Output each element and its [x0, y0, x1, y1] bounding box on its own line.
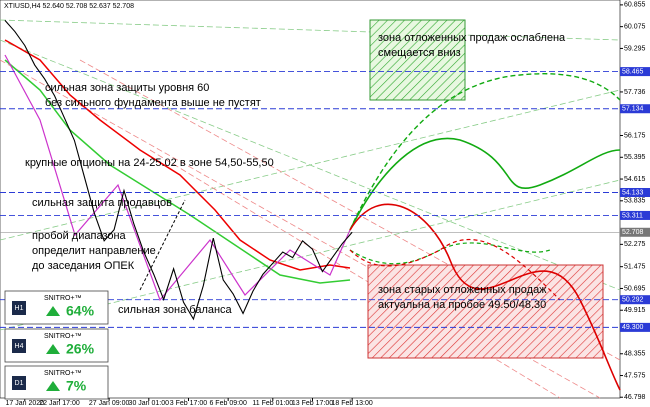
annotation: зона отложенных продаж ослаблена [378, 32, 566, 44]
y-tick-label: 46.798 [624, 394, 646, 401]
x-tick-label: 22 Jan 17:00 [39, 400, 80, 407]
annotation: пробой диапазона [32, 230, 127, 242]
last-price-label: 52.708 [622, 229, 644, 236]
y-tick-label: 50.695 [624, 285, 646, 292]
level-box [620, 295, 650, 305]
level-label: 49.300 [622, 324, 644, 331]
arrow [139, 199, 186, 291]
y-tick-label: 54.615 [624, 176, 646, 183]
forecast-red-2 [349, 238, 561, 301]
y-tick-label: 51.475 [624, 264, 646, 271]
annotation: крупные опционы на 24-25.02 в зоне 54,50… [25, 157, 274, 169]
widget-timeframe: H4 [15, 343, 24, 350]
annotation: зона старых отложенных продаж [378, 284, 547, 296]
x-tick-label: 18 Feb 13:00 [332, 400, 373, 407]
annotation: определит направление [32, 245, 156, 257]
level-box [620, 210, 650, 220]
x-tick-label: 3 Feb 17:00 [170, 400, 207, 407]
forecast-green-2 [349, 73, 621, 231]
level-label: 50.292 [622, 297, 644, 304]
x-tick-label: 27 Jan 09:00 [89, 400, 130, 407]
level-label: 53.311 [622, 212, 643, 219]
y-tick-label: 52.275 [624, 241, 646, 248]
annotation: сильная защита продавцов [32, 197, 172, 209]
x-tick-label: 11 Feb 01:00 [252, 400, 293, 407]
widget-icon [12, 376, 26, 390]
header: XTIUSD,H4 52.640 52.708 52.637 52.708 [4, 3, 134, 10]
y-tick-label: 49.915 [624, 307, 646, 314]
widget-arrow [46, 344, 60, 354]
level-label: 58.465 [622, 68, 644, 75]
widget-arrow [46, 306, 60, 316]
widget-timeframe: D1 [15, 380, 24, 387]
level-label: 57.134 [622, 106, 644, 113]
y-tick-label: 47.575 [624, 372, 646, 379]
annotation: сильная зона защиты уровня 60 [45, 82, 209, 94]
last-price-box [620, 227, 650, 237]
sell-zone-green [369, 19, 466, 101]
annotation: смещается вниз [378, 47, 461, 59]
level-box [620, 187, 650, 197]
sell-zone-red [367, 264, 604, 359]
y-tick-label: 57.736 [624, 89, 646, 96]
y-tick-label: 55.395 [624, 154, 646, 161]
annotation: без сильного фундамента выше не пустят [45, 97, 261, 109]
level-box [620, 322, 650, 332]
y-tick-label: 48.355 [624, 351, 646, 358]
widget-arrow [46, 381, 60, 391]
annotation: актуальна на пробое 49.50/48.30 [378, 299, 546, 311]
y-tick-label: 59.295 [624, 45, 646, 52]
y-tick-label: 60.855 [624, 2, 646, 9]
level-label: 54.133 [622, 189, 644, 196]
y-tick-label: 60.075 [624, 23, 646, 30]
red-line [4, 39, 351, 271]
widget-timeframe: H1 [15, 305, 24, 312]
x-tick-label: 13 Feb 17:00 [292, 400, 333, 407]
y-tick-label: 56.175 [624, 132, 646, 139]
widget-value: 64% [66, 303, 95, 319]
y-tick-label: 53.835 [624, 198, 646, 205]
forecast-red-1 [349, 203, 621, 391]
forecast-green-1 [349, 137, 621, 231]
x-tick-label: 6 Feb 09:00 [209, 400, 246, 407]
widget-name: SNITRO+™ [44, 295, 82, 302]
widget-icon [12, 301, 26, 315]
x-tick-label: 17 Jan 2020 [6, 400, 45, 407]
widget-name: SNITRO+™ [44, 333, 82, 340]
zigzag [4, 54, 351, 302]
price-line [4, 20, 353, 321]
widget-name: SNITRO+™ [44, 370, 82, 377]
annotation: сильная зона баланса [118, 304, 233, 316]
widget-value: 26% [66, 341, 95, 357]
widget-value: 7% [66, 378, 87, 394]
level-box [620, 67, 650, 77]
forecast-green-3 [349, 242, 551, 265]
x-tick-label: 30 Jan 01:00 [129, 400, 170, 407]
level-box [620, 104, 650, 114]
annotation: до заседания ОПЕК [32, 260, 135, 272]
widget-icon [12, 339, 26, 353]
